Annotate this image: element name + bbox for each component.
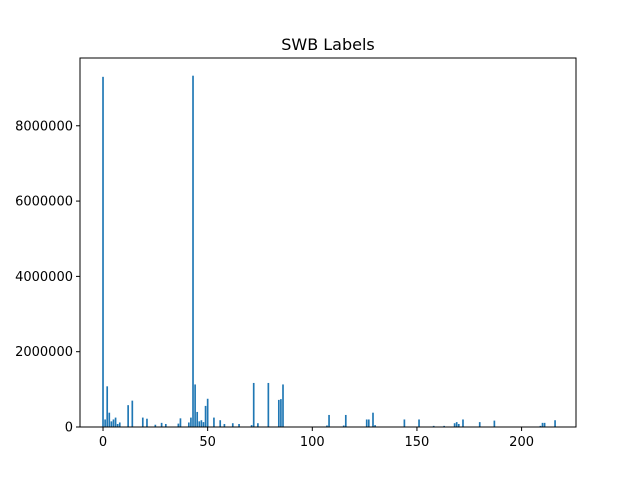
chart-title: SWB Labels: [281, 35, 375, 54]
bar: [146, 418, 148, 427]
bar: [223, 423, 226, 427]
bar: [280, 399, 282, 427]
bar: [104, 419, 106, 427]
bar: [127, 405, 129, 427]
bar: [457, 423, 460, 427]
bar: [342, 425, 345, 427]
bar: [453, 423, 456, 427]
bar: [106, 386, 109, 427]
bar: [114, 417, 117, 427]
bar: [326, 425, 328, 427]
bar: [554, 420, 556, 427]
bar: [493, 420, 496, 427]
bar: [455, 422, 458, 427]
bar: [443, 425, 445, 427]
bar: [108, 412, 111, 427]
bar: [372, 412, 374, 427]
bar: [179, 418, 182, 427]
bar: [328, 414, 330, 427]
bar: [192, 75, 194, 427]
bar: [194, 384, 196, 427]
bar: [213, 417, 215, 427]
bar: [478, 422, 481, 427]
y-tick-label: 4000000: [15, 270, 73, 285]
y-tick-label: 6000000: [15, 195, 73, 210]
bar: [110, 421, 113, 427]
x-tick-label: 150: [405, 435, 430, 450]
bar: [277, 399, 280, 427]
y-axis: 0 2000000 4000000 6000000 8000000: [15, 119, 80, 436]
bar: [160, 422, 163, 427]
bar: [238, 423, 240, 427]
bar: [116, 423, 119, 427]
bar: [344, 414, 347, 427]
bar: [543, 422, 546, 427]
y-tick-label: 2000000: [15, 345, 73, 360]
bar: [204, 405, 207, 427]
y-tick-label: 8000000: [15, 119, 73, 134]
x-tick-label: 100: [300, 435, 325, 450]
x-axis: 0 50 100 150 200: [99, 427, 534, 450]
bar: [252, 382, 255, 427]
bar: [432, 425, 435, 427]
bar: [118, 422, 121, 427]
bar: [112, 419, 115, 427]
bar: [198, 421, 201, 427]
plot-frame: [79, 57, 577, 428]
bar: [196, 411, 199, 427]
bar: [177, 423, 180, 427]
bar: [403, 419, 406, 427]
x-tick-label: 0: [99, 435, 107, 450]
bar: [367, 419, 370, 427]
bar: [200, 420, 203, 427]
bar: [282, 384, 284, 427]
bar: [219, 420, 222, 427]
bar: [418, 419, 420, 427]
bar: [202, 422, 205, 427]
bar: [190, 417, 192, 427]
bar: [250, 425, 253, 427]
bar: [164, 423, 167, 427]
bar: [141, 417, 144, 427]
bar: [539, 425, 542, 427]
bar: [267, 382, 270, 427]
bar: [102, 76, 104, 427]
bar: [257, 423, 259, 427]
bar: [187, 422, 190, 427]
bars-group: [102, 75, 556, 427]
bar: [374, 425, 376, 427]
bar: [462, 419, 464, 427]
bar: [541, 422, 544, 427]
bar: [365, 419, 368, 427]
x-tick-label: 50: [199, 435, 216, 450]
x-tick-label: 200: [509, 435, 534, 450]
bar: [154, 424, 157, 427]
bar: [231, 423, 234, 427]
y-tick-label: 0: [65, 421, 73, 436]
bar: [206, 398, 209, 427]
bar: [131, 400, 134, 427]
